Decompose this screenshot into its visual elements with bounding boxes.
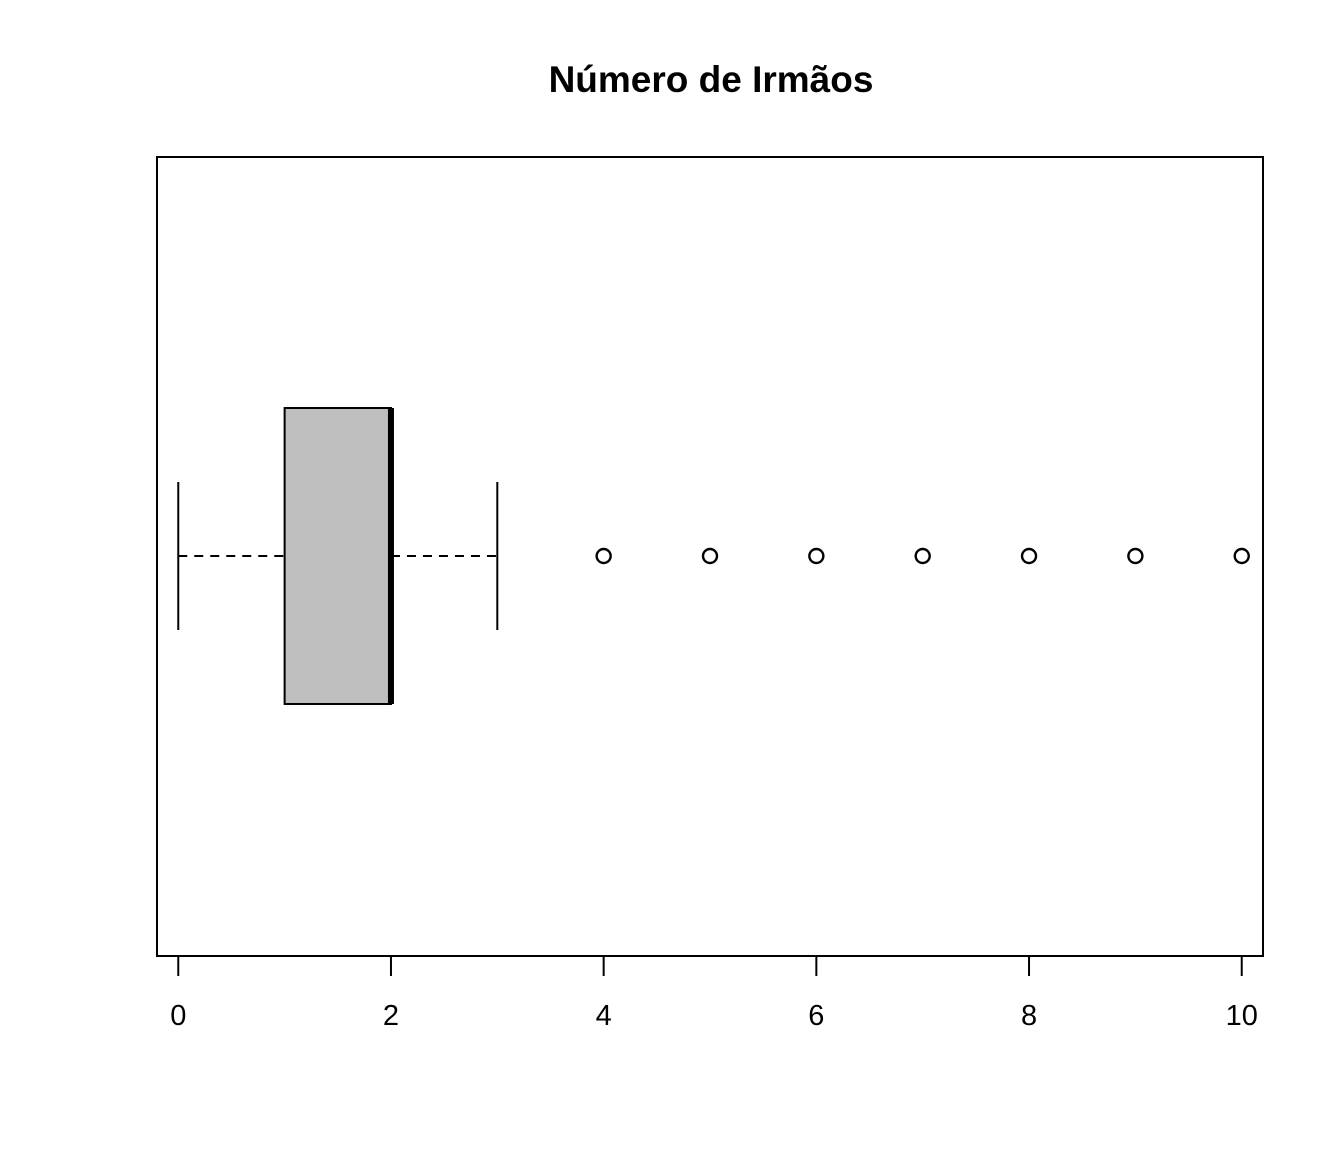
x-tick-label: 8 bbox=[1021, 1000, 1037, 1032]
outlier-point bbox=[595, 547, 612, 565]
x-tick-label: 10 bbox=[1226, 1000, 1258, 1032]
outlier-point bbox=[701, 547, 719, 565]
outliers bbox=[595, 547, 1250, 565]
x-tick-label: 0 bbox=[170, 1000, 186, 1032]
x-tick-label: 4 bbox=[596, 1000, 612, 1032]
outlier-point bbox=[808, 547, 825, 565]
boxplot bbox=[177, 407, 499, 705]
outlier-point bbox=[1020, 547, 1038, 565]
x-tick-label: 6 bbox=[808, 1000, 824, 1032]
iqr-box bbox=[283, 407, 392, 705]
chart-title: Número de Irmãos bbox=[549, 59, 874, 100]
x-axis: 0 2 4 6 8 10 bbox=[170, 955, 1258, 1032]
outlier-point bbox=[1127, 547, 1144, 565]
outlier-point bbox=[914, 547, 931, 565]
x-tick-label: 2 bbox=[383, 1000, 399, 1032]
outlier-point bbox=[1233, 547, 1250, 565]
